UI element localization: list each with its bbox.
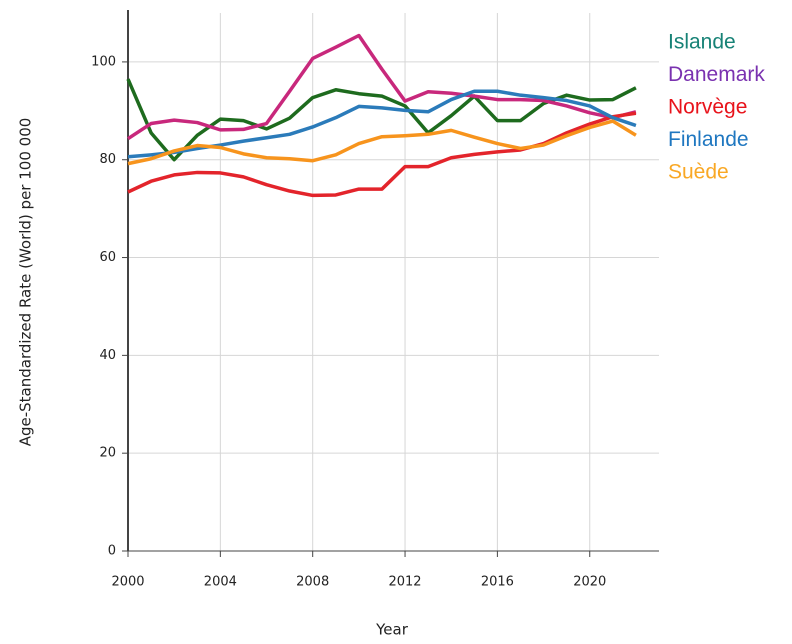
series-line [127,111,637,198]
y-axis-title: Age-Standardized Rate (World) per 100 00… [17,118,35,447]
x-tick-label: 2012 [388,575,421,590]
legend-label: Islande [668,31,736,54]
y-tick-label: 60 [99,250,116,265]
series-line [127,119,637,166]
x-axis-title: Year [375,621,409,639]
y-tick-label: 0 [108,544,116,559]
y-tick-label: 100 [91,54,116,69]
x-tick-label: 2004 [204,575,237,590]
y-tick-label: 40 [99,348,116,363]
y-tick-label: 80 [99,152,116,167]
series-line [127,33,637,141]
x-tick-label: 2016 [481,575,514,590]
x-tick-label: 2020 [573,575,606,590]
legend-label: Danemark [668,63,765,86]
legend-label: Norvège [668,96,747,119]
legend-label: Finlande [668,128,749,151]
y-tick-label: 20 [99,446,116,461]
legend-label: Suède [668,161,729,184]
x-tick-label: 2000 [111,575,144,590]
x-tick-label: 2008 [296,575,329,590]
